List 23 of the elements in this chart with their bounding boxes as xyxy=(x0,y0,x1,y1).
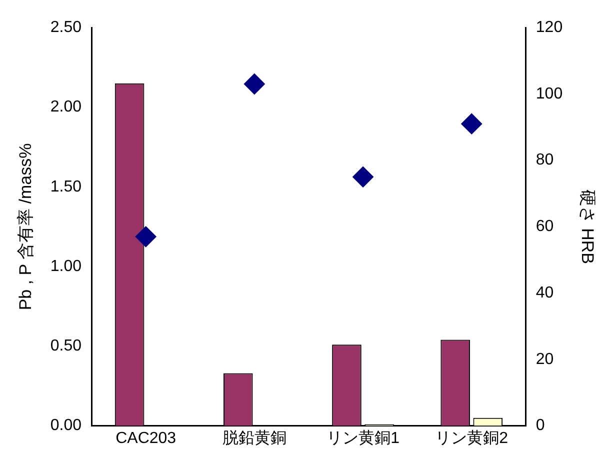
point xyxy=(135,226,156,248)
y2-axis-title: 硬さ HRB xyxy=(578,189,598,264)
y2-tick-label: 20 xyxy=(536,350,554,368)
y-tick-label: 2.50 xyxy=(50,19,82,36)
y2-tick-label: 60 xyxy=(536,218,554,236)
x-tick-label: リン黄銅2 xyxy=(435,428,508,447)
point xyxy=(352,166,374,188)
x-tick-label: リン黄銅1 xyxy=(326,428,400,447)
point xyxy=(244,74,265,95)
y-tick-label: 0.00 xyxy=(50,417,82,434)
y2-tick-label: 40 xyxy=(536,284,554,302)
y-axis-title: Pb , P 含有率 /mass% xyxy=(16,143,35,310)
y2-tick-label: 0 xyxy=(536,417,545,434)
y2-tick-label: 80 xyxy=(536,152,554,169)
x-tick-label: CAC203 xyxy=(116,430,176,447)
x-tick-label: 脱鉛黄銅 xyxy=(222,428,286,447)
y-tick-label: 0.50 xyxy=(50,338,82,355)
point xyxy=(461,113,482,134)
y2-tick-label: 100 xyxy=(536,85,563,102)
y-tick-label: 1.00 xyxy=(50,258,82,275)
y-tick-label: 2.00 xyxy=(50,98,82,116)
y2-tick-label: 120 xyxy=(536,19,563,36)
y-tick-label: 1.50 xyxy=(50,178,82,196)
